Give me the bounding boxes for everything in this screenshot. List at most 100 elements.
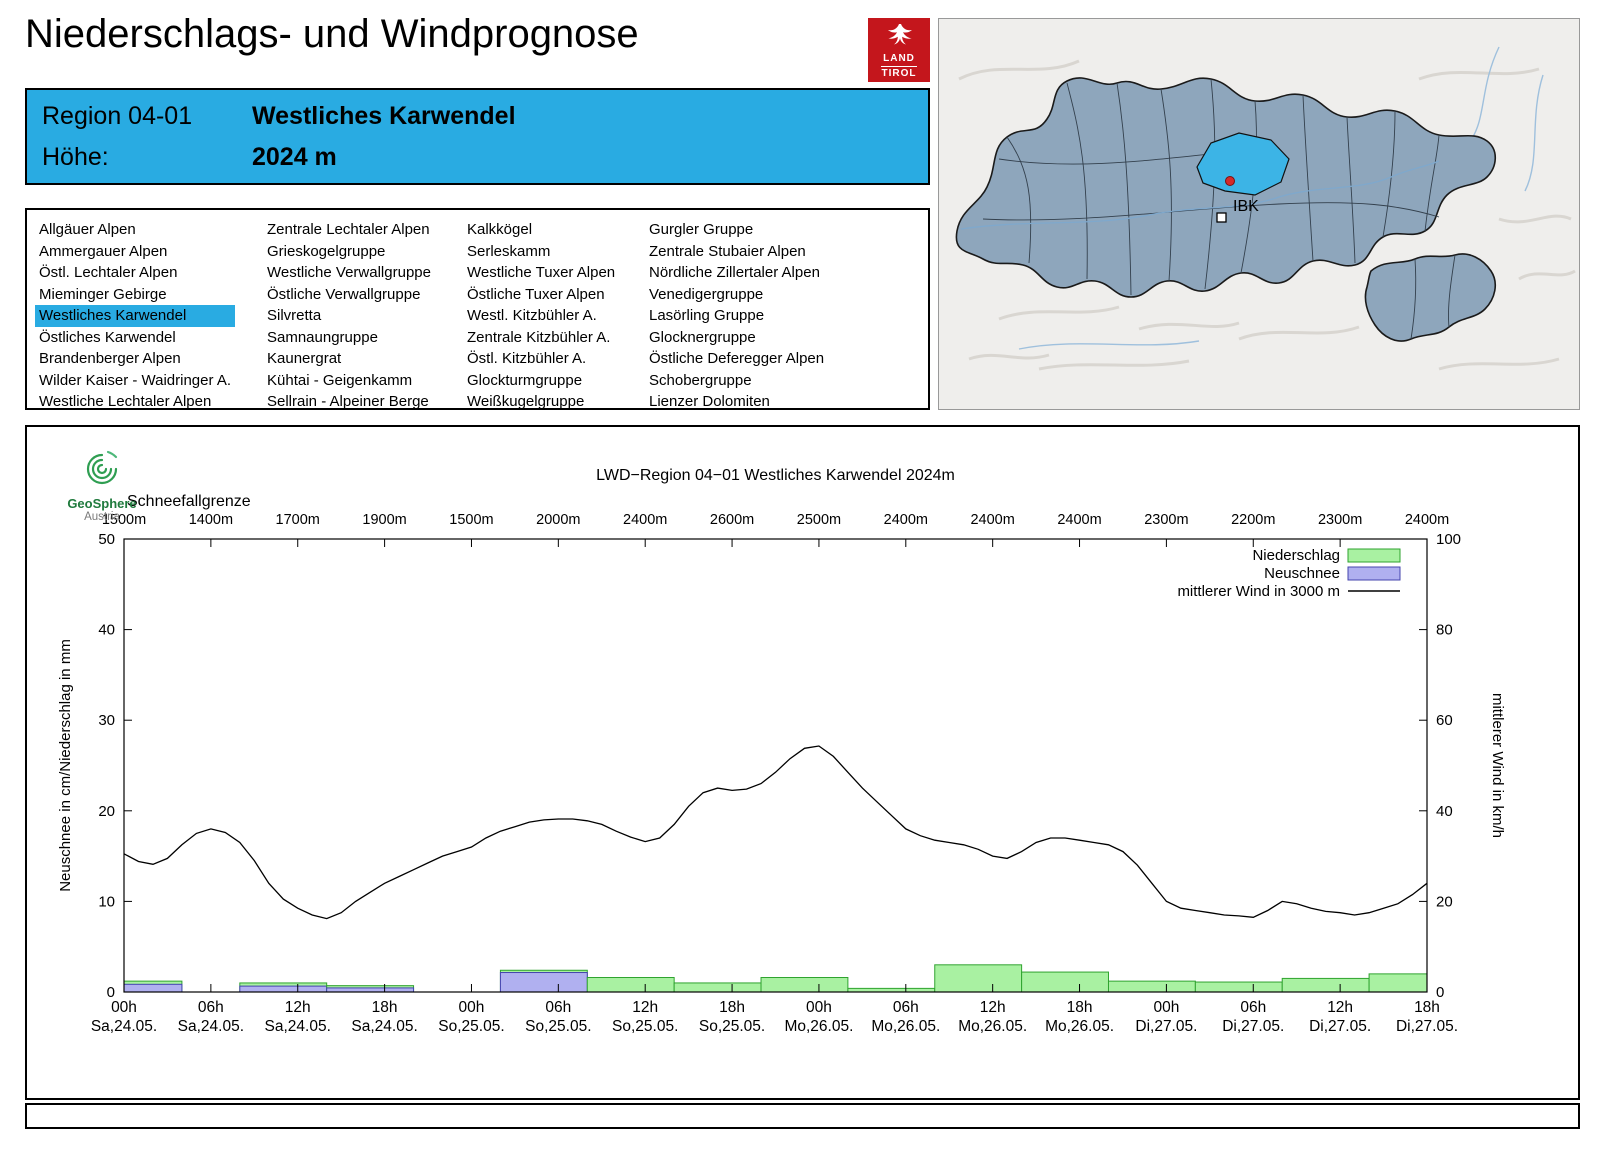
region-list-item[interactable]: Östl. Kitzbühler A. — [467, 350, 587, 367]
region-list-item[interactable]: Kalkkögel — [467, 221, 533, 238]
svg-text:Niederschlag: Niederschlag — [1252, 547, 1340, 564]
svg-text:2200m: 2200m — [1231, 512, 1275, 528]
altitude-label: Höhe: — [42, 143, 109, 171]
region-list-item[interactable]: Gurgler Gruppe — [649, 221, 754, 238]
region-list-item[interactable]: Östl. Lechtaler Alpen — [39, 264, 178, 281]
svg-text:Sa,24.05.: Sa,24.05. — [265, 1018, 331, 1035]
svg-text:1500m: 1500m — [449, 512, 493, 528]
niederschlag-bar — [673, 982, 762, 993]
niederschlag-bar — [1107, 980, 1196, 993]
svg-text:18h: 18h — [719, 999, 745, 1016]
svg-text:Di,27.05.: Di,27.05. — [1222, 1018, 1284, 1035]
region-list-item[interactable]: Westliche Verwallgruppe — [267, 264, 431, 281]
region-list-item[interactable]: Grieskogelgruppe — [267, 242, 386, 260]
right-axis-title: mittlerer Wind in km/h — [1489, 693, 1506, 838]
svg-text:Mo,26.05.: Mo,26.05. — [958, 1018, 1027, 1035]
map-ibk-label: IBK — [1233, 198, 1259, 215]
geosphere-country: Austria — [84, 511, 120, 523]
logo-tirol-text: TIROL — [881, 68, 917, 79]
svg-text:So,25.05.: So,25.05. — [699, 1018, 765, 1035]
svg-text:12h: 12h — [632, 999, 658, 1016]
neuschnee-bar — [123, 983, 183, 993]
svg-text:06h: 06h — [198, 999, 224, 1016]
svg-text:2400m: 2400m — [1057, 512, 1101, 528]
tirol-region-map[interactable]: IBK — [938, 18, 1580, 410]
logo-land-text: LAND — [883, 53, 915, 64]
svg-text:100: 100 — [1436, 531, 1461, 548]
region-list-item[interactable]: Zentrale Stubaier Alpen — [649, 242, 806, 260]
svg-text:0: 0 — [1436, 984, 1444, 1001]
svg-text:06h: 06h — [1240, 999, 1266, 1016]
region-list-item[interactable]: Silvretta — [267, 307, 322, 324]
region-list-item[interactable]: Schobergruppe — [649, 371, 752, 389]
region-list-item[interactable]: Lasörling Gruppe — [649, 307, 765, 324]
region-list-item[interactable]: Wilder Kaiser - Waidringer A. — [39, 371, 231, 389]
region-list-item[interactable]: Allgäuer Alpen — [39, 221, 136, 238]
niederschlag-bar — [1194, 981, 1283, 993]
svg-text:00h: 00h — [806, 999, 832, 1016]
region-list-item[interactable]: Östliches Karwendel — [39, 328, 176, 346]
region-list-item[interactable]: Venedigergruppe — [649, 285, 764, 303]
tirol-map-svg: IBK — [955, 46, 1576, 371]
svg-text:60: 60 — [1436, 712, 1453, 729]
region-list-item[interactable]: Nördliche Zillertaler Alpen — [649, 264, 820, 281]
region-list-item[interactable]: Kühtai - Geigenkamm — [267, 371, 413, 389]
forecast-chart-svg: LWD−Region 04−01 Westliches Karwendel 20… — [57, 467, 1506, 1035]
region-list-item[interactable]: Kaunergrat — [267, 350, 342, 367]
neuschnee-bar — [499, 972, 588, 993]
region-list-item[interactable]: Östliche Deferegger Alpen — [649, 350, 825, 367]
region-list-item[interactable]: Samnaungruppe — [267, 328, 378, 346]
left-axis-title: Neuschnee in cm/Niederschlag in mm — [57, 639, 74, 892]
region-column-2: Zentrale Lechtaler Alpen Grieskogelgruppe… — [263, 219, 435, 413]
region-list-item[interactable]: Westliche Lechtaler Alpen — [39, 393, 212, 410]
region-list-item[interactable]: Brandenberger Alpen — [39, 350, 181, 367]
region-info-box: Region 04-01 Westliches Karwendel Höhe: … — [25, 88, 930, 185]
wind-line — [123, 745, 1428, 920]
niederschlag-bar — [1281, 977, 1370, 993]
region-list-item[interactable]: Sellrain - Alpeiner Berge — [267, 393, 429, 410]
svg-text:80: 80 — [1436, 622, 1453, 639]
region-list-item[interactable]: Lienzer Dolomiten — [649, 393, 770, 410]
region-list-item[interactable]: Mieminger Gebirge — [39, 285, 167, 303]
svg-text:Mo,26.05.: Mo,26.05. — [784, 1018, 853, 1035]
svg-text:2400m: 2400m — [623, 512, 667, 528]
logo-divider — [881, 66, 917, 67]
svg-text:2000m: 2000m — [536, 512, 580, 528]
region-list-item[interactable]: Glockturmgruppe — [467, 371, 583, 389]
geosphere-logo: GeoSphere Austria — [57, 447, 147, 523]
region-list-item[interactable]: Serleskamm — [467, 242, 551, 260]
region-column-3: Kalkkögel Serleskamm Westliche Tuxer Alpen… — [463, 219, 619, 413]
svg-text:So,25.05.: So,25.05. — [612, 1018, 678, 1035]
svg-text:1900m: 1900m — [362, 512, 406, 528]
svg-text:06h: 06h — [545, 999, 571, 1016]
svg-text:So,25.05.: So,25.05. — [438, 1018, 504, 1035]
map-selected-region[interactable] — [1196, 132, 1290, 196]
plot-frame — [123, 538, 1428, 993]
region-list-item[interactable]: Östliche Verwallgruppe — [267, 285, 421, 303]
niederschlag-bar — [934, 964, 1023, 993]
svg-text:Di,27.05.: Di,27.05. — [1396, 1018, 1458, 1035]
map-station-square — [1216, 212, 1227, 223]
geosphere-spiral-icon — [86, 450, 118, 485]
region-list-item[interactable]: Ammergauer Alpen — [39, 242, 168, 260]
svg-text:00h: 00h — [1153, 999, 1179, 1016]
region-list-item[interactable]: Weißkugelgruppe — [467, 393, 585, 410]
region-list-item[interactable]: Westliches Karwendel — [35, 305, 235, 327]
region-number-label: Region 04-01 — [42, 102, 193, 130]
altitude-value: 2024 m — [252, 143, 337, 171]
map-ibk-marker-dot — [1225, 176, 1235, 186]
region-list-item[interactable]: Zentrale Kitzbühler A. — [467, 328, 611, 346]
svg-text:06h: 06h — [893, 999, 919, 1016]
svg-text:18h: 18h — [1067, 999, 1093, 1016]
map-east-tirol[interactable] — [1364, 253, 1497, 342]
svg-text:2300m: 2300m — [1144, 512, 1188, 528]
region-list-item[interactable]: Östliche Tuxer Alpen — [467, 285, 605, 303]
svg-text:Mo,26.05.: Mo,26.05. — [871, 1018, 940, 1035]
region-list-item[interactable]: Westliche Tuxer Alpen — [467, 264, 616, 281]
region-list-item[interactable]: Westl. Kitzbühler A. — [467, 307, 597, 324]
region-list-item[interactable]: Zentrale Lechtaler Alpen — [267, 221, 430, 238]
svg-text:12h: 12h — [285, 999, 311, 1016]
geosphere-name: GeoSphere — [67, 496, 137, 511]
region-list-item[interactable]: Glocknergruppe — [649, 328, 756, 346]
